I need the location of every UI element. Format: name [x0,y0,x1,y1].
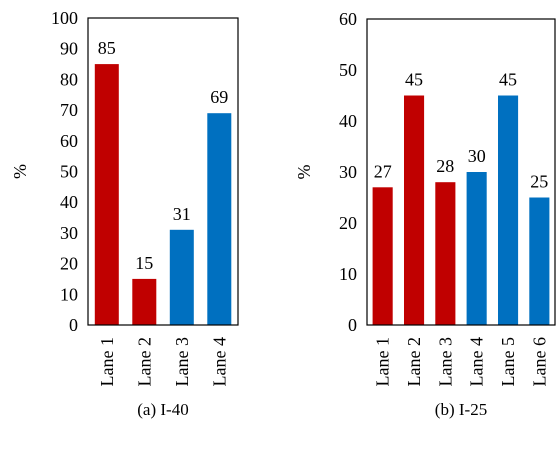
chart-caption: (b) I-25 [435,400,487,419]
data-label-1: 85 [98,38,116,58]
y-axis-label: % [294,165,314,180]
y-tick-label: 70 [60,100,78,120]
data-label-5: 45 [499,70,517,90]
bar-2 [132,278,157,325]
chart-caption: (a) I-40 [137,400,188,419]
y-tick-label: 0 [69,315,78,335]
category-label-3: Lane 3 [435,337,455,386]
y-tick-label: 90 [60,39,78,59]
bar-4 [466,172,487,325]
data-label-2: 15 [135,253,153,273]
y-tick-label: 30 [60,223,78,243]
y-tick-label: 0 [348,315,357,335]
category-label-1: Lane 1 [373,337,393,386]
category-label-1: Lane 1 [97,337,117,386]
bar-1 [372,187,393,325]
data-label-3: 28 [436,156,454,176]
data-label-4: 30 [468,146,486,166]
plot-frame [366,18,556,326]
y-tick-label: 50 [60,162,78,182]
y-tick-label: 40 [60,192,78,212]
plot-frame [87,17,239,326]
category-label-4: Lane 4 [467,337,487,386]
category-label-3: Lane 3 [172,337,192,386]
data-label-3: 31 [173,204,191,224]
chart-b: 27 Lane 1 45 Lane 2 28 Lane 3 30 Lane 4 45 Lane 5… [294,9,556,419]
category-label-2: Lane 2 [134,337,154,386]
y-tick-label: 50 [339,60,357,80]
y-tick-label: 80 [60,69,78,89]
y-tick-label: 10 [60,284,78,304]
y-tick-label: 60 [60,131,78,151]
y-tick-label: 40 [339,111,357,131]
bar-2 [404,95,425,325]
y-tick-label: 100 [51,8,78,28]
y-tick-label: 20 [339,213,357,233]
bar-5 [498,95,519,325]
data-label-2: 45 [405,70,423,90]
bar-4 [207,113,232,325]
bar-3 [435,182,456,325]
y-tick-label: 30 [339,162,357,182]
category-label-5: Lane 5 [498,337,518,386]
y-tick-label: 60 [339,9,357,29]
data-label-4: 69 [210,87,228,107]
data-label-6: 25 [530,172,548,192]
chart-a: 85 Lane 1 15 Lane 2 31 Lane 3 69 Lane 4 0 10 20 30 4… [10,8,239,419]
category-label-2: Lane 2 [404,337,424,386]
data-label-1: 27 [374,161,392,181]
y-tick-label: 20 [60,254,78,274]
y-tick-label: 10 [339,264,357,284]
bar-3 [169,229,194,325]
category-label-6: Lane 6 [529,337,549,386]
bar-6 [529,197,550,325]
y-axis-label: % [10,164,30,179]
bar-1 [94,64,119,325]
category-label-4: Lane 4 [209,337,229,386]
